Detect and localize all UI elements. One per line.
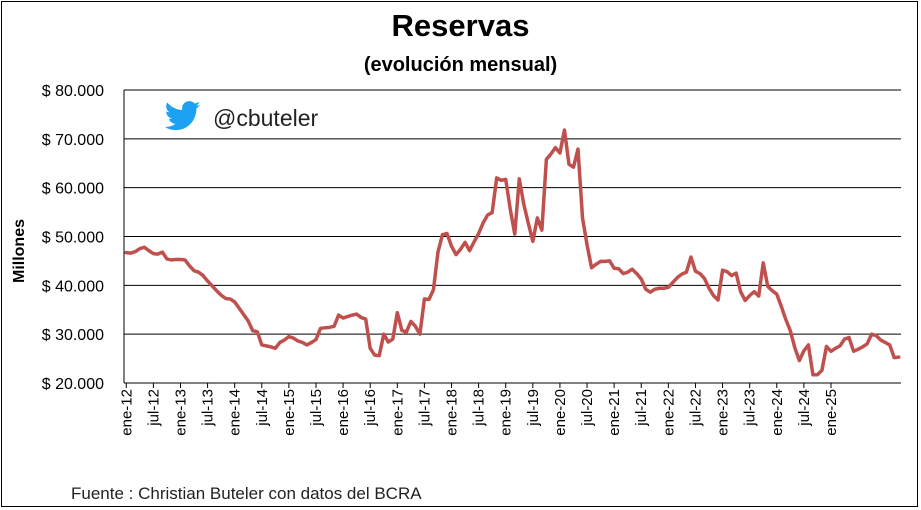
x-tick-label: ene-22 — [660, 389, 677, 436]
x-tick-label: ene-16 — [335, 389, 352, 436]
y-tick-label: $ 80.000 — [42, 83, 104, 100]
source-note: Fuente : Christian Buteler con datos del… — [71, 484, 422, 503]
y-tick-label: $ 20.000 — [42, 376, 104, 393]
x-tick-label: ene-23 — [715, 389, 732, 436]
x-tick-label: ene-21 — [606, 389, 623, 436]
x-tick-label: jul-15 — [308, 389, 325, 427]
x-tick-label: ene-15 — [281, 389, 298, 436]
x-tick-label: jul-19 — [525, 389, 542, 427]
chart-subtitle: (evolución mensual) — [363, 54, 558, 76]
x-tick-label: jul-16 — [362, 389, 379, 427]
x-tick-label: ene-19 — [498, 389, 515, 436]
x-tick-label: jul-12 — [145, 389, 162, 427]
x-tick-label: ene-12 — [118, 389, 135, 436]
x-tick-label: ene-18 — [444, 389, 461, 436]
y-tick-label: $ 40.000 — [42, 278, 104, 295]
x-tick-label: jul-21 — [633, 389, 650, 427]
x-tick-label: jul-24 — [796, 389, 813, 427]
x-tick-label: jul-22 — [687, 389, 704, 427]
x-tick-label: jul-20 — [579, 389, 596, 427]
x-tick-label: jul-14 — [254, 389, 271, 427]
x-tick-label: jul-17 — [416, 389, 433, 427]
x-tick-label: ene-14 — [227, 389, 244, 436]
series-line-reservas — [124, 128, 901, 377]
y-tick-label: $ 50.000 — [42, 230, 104, 247]
twitter-handle: @cbuteler — [164, 100, 319, 136]
y-tick-label: $ 60.000 — [42, 181, 104, 198]
y-tick-label: $ 30.000 — [42, 327, 104, 344]
twitter-bird-icon — [164, 100, 201, 136]
x-tick-label: ene-24 — [769, 389, 786, 436]
y-tick-label: $ 70.000 — [42, 132, 104, 149]
x-tick-label: jul-13 — [200, 389, 217, 427]
x-tick-label: ene-20 — [552, 389, 569, 436]
chart-title: Reservas — [391, 8, 530, 43]
y-axis-label: Millones — [11, 218, 28, 283]
twitter-handle-text: @cbuteler — [213, 104, 319, 131]
x-tick-label: jul-18 — [471, 389, 488, 427]
x-tick-label: ene-13 — [172, 389, 189, 436]
x-tick-label: ene-17 — [389, 389, 406, 436]
x-tick-label: jul-23 — [742, 389, 759, 427]
x-tick-label: ene-25 — [823, 389, 840, 436]
